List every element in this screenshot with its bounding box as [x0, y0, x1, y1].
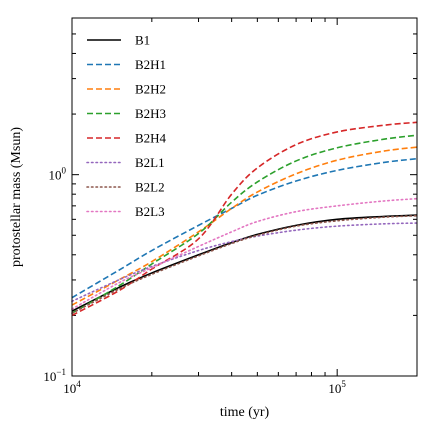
x-tick-label: 104	[63, 379, 81, 396]
legend-label-b2l1: B2L1	[135, 155, 165, 170]
series-line-b2l2	[71, 214, 418, 315]
y-axis-label: protostellar mass (Msun)	[9, 127, 24, 267]
series-line-b2h4	[71, 121, 418, 317]
legend-label-b2l2: B2L2	[135, 180, 165, 195]
x-axis-label: time (yr)	[220, 405, 270, 420]
series-line-b2h2	[71, 146, 418, 306]
legend: B1 B2H1 B2H2 B2H3 B2H4 B2L1 B2L2 B2L3	[86, 33, 167, 219]
series-line-b2l3	[71, 197, 418, 310]
x-tick-label: 105	[328, 379, 346, 396]
series-line-b2l1	[71, 222, 418, 303]
series-lines	[71, 121, 418, 317]
y-tick-label: 100	[49, 166, 67, 183]
legend-label-b2h3: B2H3	[135, 106, 166, 121]
legend-label-b2h4: B2H4	[135, 131, 167, 146]
legend-label-b1: B1	[135, 33, 150, 48]
legend-label-b2h2: B2H2	[135, 82, 166, 97]
plot-frame	[71, 17, 418, 377]
legend-label-b2l3: B2L3	[135, 204, 165, 219]
series-line-b2h1	[71, 157, 418, 299]
plot-area	[72, 18, 417, 376]
legend-label-b2h1: B2H1	[135, 57, 166, 72]
